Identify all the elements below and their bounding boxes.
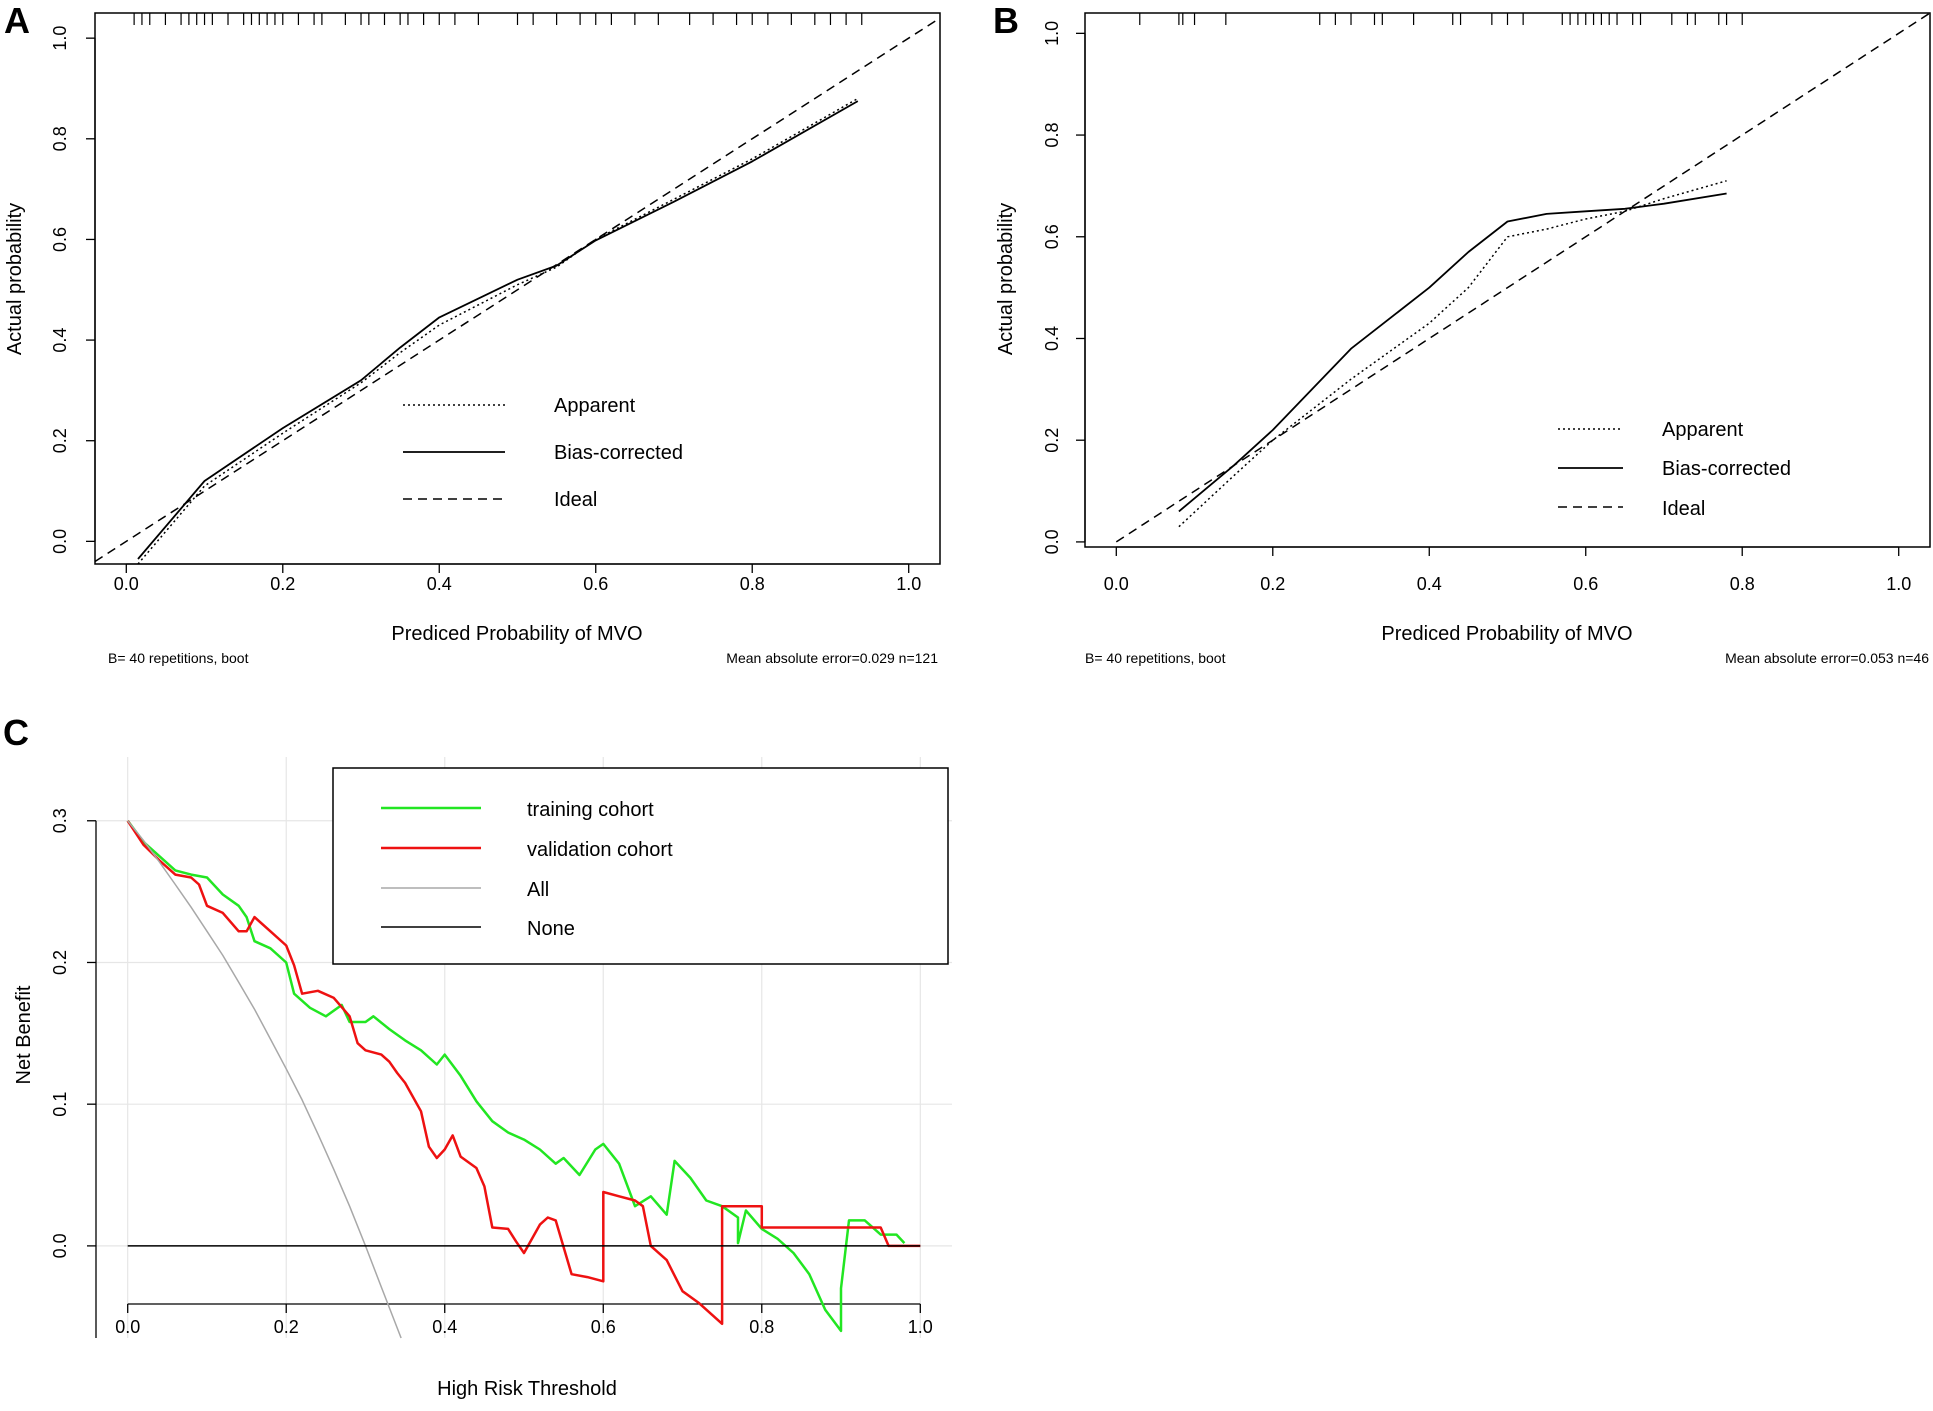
- y-tick-label-0-2: 0.2: [50, 950, 70, 975]
- panel-b-legend: Apparent Bias-corrected Ideal: [1558, 419, 1791, 520]
- x-tick-label-0-6: 0.6: [583, 574, 608, 594]
- x-tick-label-0-0: 0.0: [115, 1317, 140, 1337]
- legend-apparent-label: Apparent: [554, 395, 636, 417]
- y-tick-label-0-2: 0.2: [1042, 428, 1062, 453]
- x-tick-label-0-2: 0.2: [270, 574, 295, 594]
- panel-b-plot-box: [1084, 12, 1931, 548]
- series-validation-cohort-line: [126, 820, 921, 1326]
- y-tick-label-1-0: 1.0: [1042, 21, 1062, 46]
- series-all-line: [127, 820, 402, 1339]
- panel-b-rug: [1139, 13, 1743, 25]
- series-apparent-line: [1178, 180, 1727, 528]
- y-tick-label-0-8: 0.8: [1042, 123, 1062, 148]
- x-tick-label-0-8: 0.8: [740, 574, 765, 594]
- y-tick-label-0-6: 0.6: [50, 227, 70, 252]
- legend-none-label: None: [527, 918, 575, 940]
- panel-c: C 0.0 0.2 0.4 0.6 0.8 1.0 0.0 0.1 0.2 0.3 trainin…: [3, 712, 952, 1400]
- y-tick-label-0-1: 0.1: [50, 1092, 70, 1117]
- x-tick-label-0-2: 0.2: [274, 1317, 299, 1337]
- y-tick-label-0-4: 0.4: [1042, 326, 1062, 351]
- panel-c-legend-box: [332, 767, 949, 965]
- x-tick-label-0-6: 0.6: [1573, 574, 1598, 594]
- y-tick-label-0-0: 0.0: [1042, 529, 1062, 554]
- series-ideal-line: [1115, 12, 1931, 543]
- y-tick-label-1-0: 1.0: [50, 26, 70, 51]
- x-tick-label-1-0: 1.0: [908, 1317, 933, 1337]
- panel-a-x-title: Prediced Probability of MVO: [391, 623, 642, 645]
- panel-a-rug: [133, 13, 863, 25]
- panel-a-y-title: Actual probability: [4, 203, 26, 355]
- panel-a-plot-box: [94, 12, 941, 565]
- x-tick-label-0-4: 0.4: [427, 574, 452, 594]
- x-tick-label-0-4: 0.4: [432, 1317, 457, 1337]
- panel-a: A 0.0 0.2 0.4 0.6 0.8 1.0 0.0 0.2 0.4 0.6 0.8 1.0 A…: [4, 0, 941, 666]
- x-tick-label-0-0: 0.0: [1104, 574, 1129, 594]
- panel-a-footer-left: B= 40 repetitions, boot: [108, 650, 249, 666]
- panel-a-footer-right: Mean absolute error=0.029 n=121: [726, 650, 938, 666]
- legend-validation-cohort-label: validation cohort: [527, 839, 673, 861]
- panel-a-lines: [94, 17, 941, 565]
- panel-c-y-title: Net Benefit: [13, 985, 35, 1084]
- y-tick-label-0-8: 0.8: [50, 126, 70, 151]
- x-tick-label-0-0: 0.0: [114, 574, 139, 594]
- series-apparent-line: [137, 97, 859, 565]
- legend-ideal-label: Ideal: [554, 489, 597, 511]
- y-tick-label-0-6: 0.6: [1042, 224, 1062, 249]
- y-tick-label-0-0: 0.0: [50, 1233, 70, 1258]
- panel-c-x-title: High Risk Threshold: [437, 1378, 617, 1400]
- series-bias-corrected-line: [1178, 192, 1727, 513]
- panel-b: B 0.0 0.2 0.4 0.6 0.8 1.0 0.0 0.2 0.4 0.6 0.8 1.0 A…: [993, 0, 1931, 666]
- panel-b-lines: [1115, 12, 1931, 543]
- panel-a-legend: Apparent Bias-corrected Ideal: [403, 395, 683, 511]
- legend-bias-corrected-label: Bias-corrected: [1662, 458, 1791, 480]
- legend-apparent-label: Apparent: [1662, 419, 1744, 441]
- panel-c-lines: [126, 820, 921, 1339]
- legend-ideal-label: Ideal: [1662, 498, 1705, 520]
- y-tick-label-0-3: 0.3: [50, 808, 70, 833]
- y-tick-label-0-4: 0.4: [50, 328, 70, 353]
- series-bias-corrected-line: [137, 100, 859, 560]
- panel-a-letter: A: [4, 0, 30, 41]
- x-tick-label-0-8: 0.8: [749, 1317, 774, 1337]
- y-tick-label-0-0: 0.0: [50, 529, 70, 554]
- panel-b-x-title: Prediced Probability of MVO: [1381, 623, 1632, 645]
- legend-training-cohort-label: training cohort: [527, 799, 654, 821]
- panel-b-axes: 0.0 0.2 0.4 0.6 0.8 1.0 0.0 0.2 0.4 0.6 0.8 1.0: [1042, 21, 1911, 594]
- x-tick-label-0-2: 0.2: [1260, 574, 1285, 594]
- panel-b-footer-right: Mean absolute error=0.053 n=46: [1725, 650, 1929, 666]
- panel-c-legend: training cohort validation cohort All No…: [332, 767, 949, 965]
- panel-b-letter: B: [993, 0, 1019, 41]
- legend-all-label: All: [527, 879, 549, 901]
- panel-c-axes: 0.0 0.2 0.4 0.6 0.8 1.0 0.0 0.1 0.2 0.3: [50, 808, 933, 1338]
- legend-bias-corrected-label: Bias-corrected: [554, 442, 683, 464]
- series-ideal-line: [94, 17, 941, 563]
- panel-b-y-title: Actual probability: [995, 203, 1017, 355]
- y-tick-label-0-2: 0.2: [50, 428, 70, 453]
- panel-a-axes: 0.0 0.2 0.4 0.6 0.8 1.0 0.0 0.2 0.4 0.6 0.8 1.0: [50, 26, 921, 594]
- panel-b-footer-left: B= 40 repetitions, boot: [1085, 650, 1226, 666]
- x-tick-label-0-4: 0.4: [1417, 574, 1442, 594]
- x-tick-label-0-8: 0.8: [1730, 574, 1755, 594]
- x-tick-label-0-6: 0.6: [591, 1317, 616, 1337]
- x-tick-label-1-0: 1.0: [896, 574, 921, 594]
- x-tick-label-1-0: 1.0: [1886, 574, 1911, 594]
- panel-c-letter: C: [3, 712, 29, 753]
